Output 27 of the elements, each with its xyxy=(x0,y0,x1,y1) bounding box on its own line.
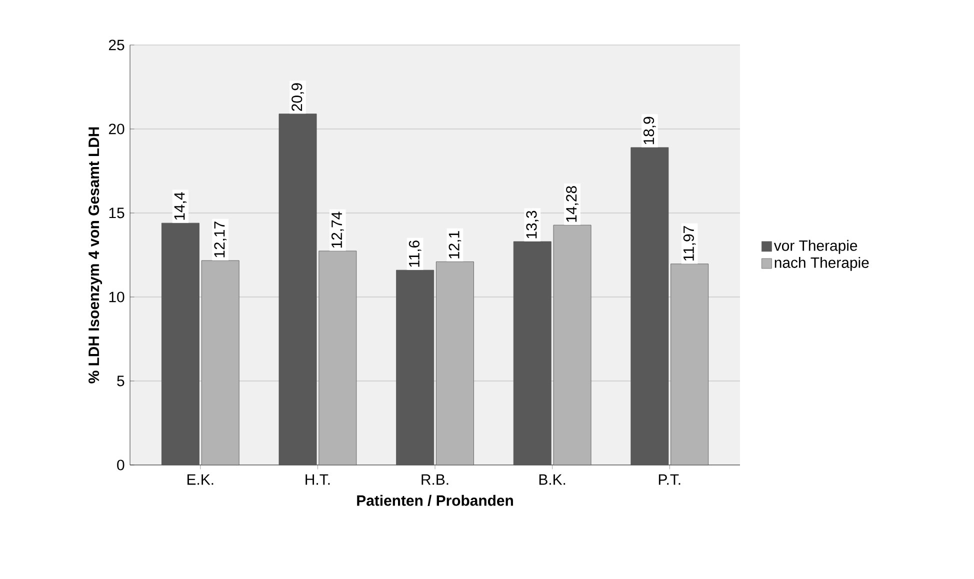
x-tick-label: P.T. xyxy=(658,474,680,485)
y-tick-label: 20 xyxy=(108,124,124,134)
y-tick-label: 10 xyxy=(109,292,124,302)
y-axis-title: % LDH Isoenzym 4 von Gesamt LDH xyxy=(88,127,102,384)
x-axis-title: Patienten / Probanden xyxy=(357,494,513,506)
data-label: 12,1 xyxy=(448,231,462,258)
y-tick-label: 5 xyxy=(117,376,124,386)
data-label: 13,3 xyxy=(526,210,539,238)
bar xyxy=(436,262,474,466)
legend-label: nach Therapie xyxy=(774,256,869,271)
data-label: 14,28 xyxy=(566,186,578,222)
data-label: 12,17 xyxy=(214,222,227,258)
data-label: 18,9 xyxy=(644,116,656,144)
data-label: 20,9 xyxy=(292,83,304,111)
x-tick-label: B.K. xyxy=(539,474,566,485)
data-label: 11,6 xyxy=(408,240,422,267)
y-tick-label: 0 xyxy=(117,460,124,470)
data-label: 12,74 xyxy=(331,212,344,248)
data-label: 11,97 xyxy=(683,226,696,261)
data-label: 14,4 xyxy=(174,192,187,220)
y-tick-label: 15 xyxy=(109,208,124,218)
y-tick-label: 25 xyxy=(108,40,124,50)
bar xyxy=(396,270,434,466)
x-tick-label: R.B. xyxy=(422,474,448,485)
x-tick-label: E.K. xyxy=(187,474,214,485)
x-tick-label: H.T. xyxy=(306,474,330,485)
legend-label: vor Therapie xyxy=(774,240,858,254)
